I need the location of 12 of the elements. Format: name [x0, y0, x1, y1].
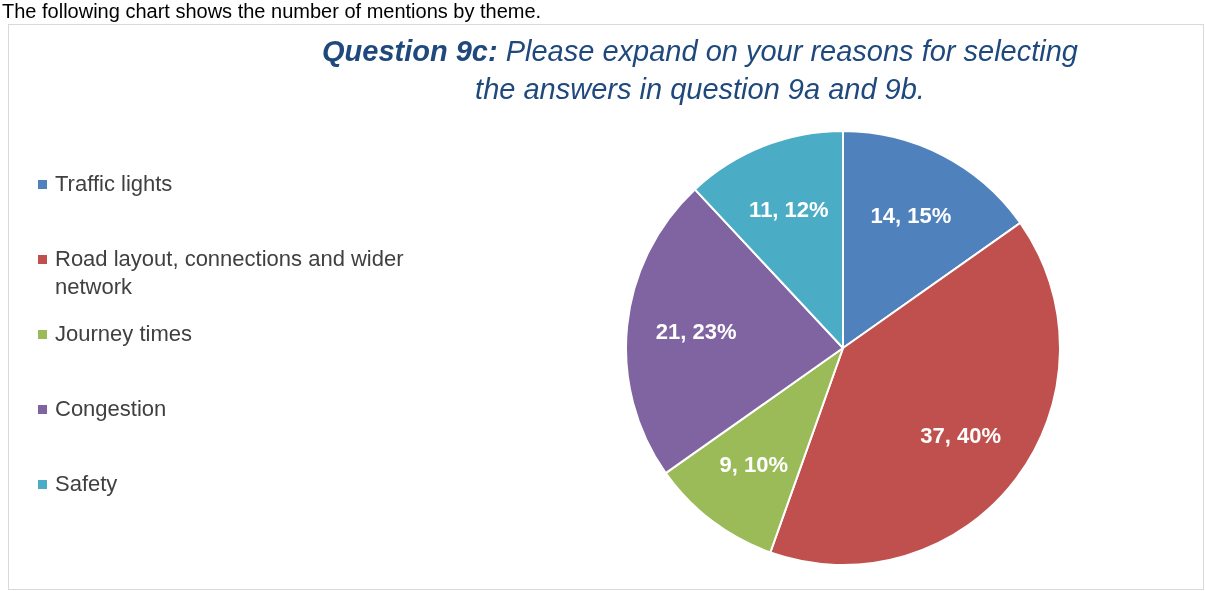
legend-label: Journey times [55, 320, 192, 348]
data-label: 9, 10% [719, 451, 789, 477]
data-label: 11, 12% [749, 196, 829, 222]
data-label: 21, 23% [655, 318, 737, 344]
text: The following chart shows the number of mentions by theme. [2, 0, 542, 22]
legend-label: Congestion [55, 395, 167, 423]
legend-label: Traffic lights [55, 170, 173, 198]
legend-label: Road layout, connections and wider network [55, 245, 405, 301]
data-label: 37, 40% [920, 423, 1001, 449]
legend-label: Safety [55, 470, 118, 498]
chart-title: Question 9c: Please expand on your reasons for selecting the answers in question 9a and 9b. [321, 34, 1079, 107]
data-label: 14, 15% [870, 203, 952, 229]
